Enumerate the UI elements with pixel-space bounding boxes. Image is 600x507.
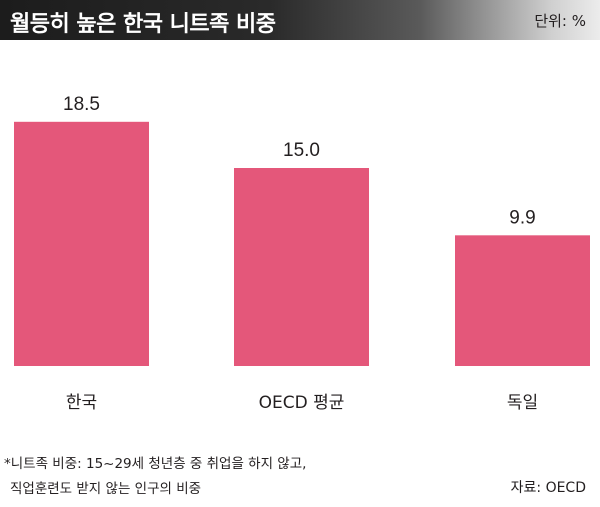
category-label-3: 독일 [507, 393, 538, 413]
footnote-line-2: 직업훈련도 받지 않는 인구의 비중 [10, 481, 202, 497]
value-label-3: 9.9 [509, 207, 535, 228]
chart-title: 월등히 높은 한국 니트족 비중 [10, 12, 276, 37]
footnote-line-1: *니트족 비중: 15~29세 청년층 중 취업을 하지 않고, [4, 456, 307, 472]
footnote: *니트족 비중: 15~29세 청년층 중 취업을 하지 않고, 직업훈련도 받… [4, 452, 306, 502]
category-label-2: OECD 평균 [259, 393, 345, 413]
bar-3 [455, 235, 590, 366]
bar-1 [14, 121, 149, 366]
bar-2 [234, 168, 369, 366]
value-label-1: 18.5 [63, 94, 100, 115]
value-label-2: 15.0 [283, 140, 320, 161]
category-label-1: 한국 [66, 393, 97, 413]
bar-chart: 18.5 한국 15.0 OECD 평균 9.9 독일 [14, 94, 590, 413]
unit-label: 단위: % [534, 12, 586, 30]
source-label: 자료: OECD [510, 480, 586, 496]
title-band [0, 0, 600, 40]
